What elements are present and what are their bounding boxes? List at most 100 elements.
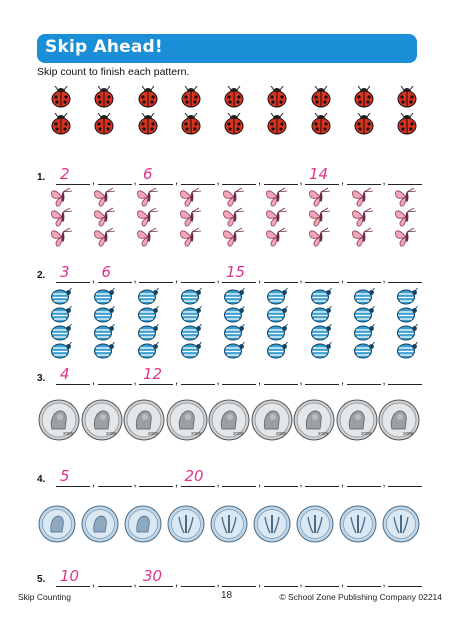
answer-blank[interactable]: ,	[180, 560, 220, 589]
comma: ,	[382, 477, 386, 489]
ladybug-icon	[50, 113, 72, 135]
beetle-column	[310, 288, 332, 359]
answer-blank[interactable]: 2,	[56, 158, 95, 187]
butterfly-column	[179, 187, 203, 247]
answer-blank[interactable]: ,	[346, 358, 386, 387]
butterfly-icon	[179, 227, 203, 247]
answer-blank[interactable]: ,	[346, 560, 386, 589]
answer-text: 3	[60, 263, 70, 281]
answer-blank[interactable]: ,	[180, 158, 220, 187]
comma: ,	[216, 477, 220, 489]
answer-blank[interactable]: ,	[97, 460, 137, 489]
answer-blank[interactable]: 12,	[139, 358, 178, 387]
answer-blank[interactable]: 30,	[139, 560, 178, 589]
answer-blank[interactable]: ,	[346, 256, 386, 285]
answer-blank[interactable]: 14,	[305, 158, 344, 187]
beetle-column	[137, 288, 159, 359]
answer-blank[interactable]	[388, 460, 422, 487]
beetle-column	[266, 288, 289, 359]
answer-blank[interactable]: 6,	[97, 256, 137, 285]
answer-blank[interactable]: 5,	[56, 460, 95, 489]
butterfly-icon	[222, 227, 246, 247]
answer-blank[interactable]: ,	[222, 460, 261, 489]
beetle-icon	[223, 288, 245, 305]
dime-icon	[339, 505, 377, 548]
answer-blank[interactable]: 20,	[180, 460, 220, 489]
beetle-icon	[137, 324, 159, 341]
answer-blank[interactable]: ,	[222, 560, 261, 589]
beetle-icon	[137, 306, 159, 323]
answer-blank[interactable]: ,	[139, 460, 178, 489]
beetle-icon	[266, 324, 289, 341]
answer-blank[interactable]	[388, 560, 422, 587]
comma: ,	[257, 477, 261, 489]
answer-blank[interactable]: ,	[263, 158, 303, 187]
answer-blank[interactable]: ,	[222, 158, 261, 187]
problem-5-blanks: 10,, 30,,,,,,	[56, 560, 430, 589]
answer-blank[interactable]	[388, 158, 422, 185]
problem-2-blanks: 3, 6,,, 15,,,,	[56, 256, 430, 285]
ladybug-column	[93, 86, 115, 135]
beetle-column	[223, 288, 245, 359]
answer-blank[interactable]: ,	[305, 560, 344, 589]
answer-blank[interactable]: 3,	[56, 256, 95, 285]
ladybug-column	[180, 86, 202, 135]
answer-blank[interactable]: 4,	[56, 358, 95, 387]
answer-blank[interactable]: ,	[305, 358, 344, 387]
answer-blank[interactable]: 15,	[222, 256, 261, 285]
answer-text: 10	[60, 567, 80, 585]
svg-text:2009: 2009	[403, 431, 414, 436]
answer-blank[interactable]: ,	[97, 358, 137, 387]
butterfly-icon	[308, 207, 332, 227]
answer-text: 4	[60, 365, 70, 383]
ladybug-icon	[180, 113, 202, 135]
ladybug-icon	[93, 86, 115, 108]
comma: ,	[91, 175, 95, 187]
answer-blank[interactable]: ,	[139, 256, 178, 285]
answer-blank[interactable]: ,	[263, 256, 303, 285]
answer-text: 6	[143, 165, 153, 183]
answer-blank[interactable]: ,	[346, 158, 386, 187]
butterfly-icon	[136, 227, 160, 247]
beetle-icon	[93, 324, 116, 341]
comma: ,	[174, 375, 178, 387]
answer-blank[interactable]: ,	[305, 256, 344, 285]
answer-blank[interactable]: ,	[305, 460, 344, 489]
svg-text:2009: 2009	[191, 431, 202, 436]
answer-blank[interactable]: 6,	[139, 158, 178, 187]
comma: ,	[340, 375, 344, 387]
beetle-column	[93, 288, 116, 359]
answer-text: 14	[309, 165, 329, 183]
answer-blank[interactable]: ,	[180, 256, 220, 285]
beetle-icon	[137, 288, 159, 305]
beetle-column	[353, 288, 375, 359]
svg-text:2009: 2009	[361, 431, 372, 436]
footer-topic: Skip Counting	[18, 592, 71, 602]
answer-blank[interactable]: ,	[97, 560, 137, 589]
svg-text:2009: 2009	[106, 431, 117, 436]
answer-blank[interactable]	[388, 358, 422, 385]
answer-blank[interactable]: 10,	[56, 560, 95, 589]
butterfly-icon	[265, 207, 289, 227]
answer-blank[interactable]	[388, 256, 422, 283]
answer-blank[interactable]: ,	[222, 358, 261, 387]
answer-blank[interactable]: ,	[180, 358, 220, 387]
beetle-icon	[180, 342, 202, 359]
answer-blank[interactable]: ,	[97, 158, 137, 187]
butterfly-icon	[265, 187, 289, 207]
ladybug-column	[223, 86, 245, 135]
ladybug-icon	[223, 113, 245, 135]
beetle-icon	[180, 288, 202, 305]
answer-blank[interactable]: ,	[263, 460, 303, 489]
comma: ,	[133, 477, 137, 489]
answer-blank[interactable]: ,	[263, 358, 303, 387]
nickel-icon: 2009	[251, 399, 293, 446]
dime-icon	[167, 505, 205, 548]
dime-icon	[124, 505, 162, 548]
answer-text: 15	[226, 263, 246, 281]
comma: ,	[174, 477, 178, 489]
ladybug-group	[50, 86, 418, 135]
answer-blank[interactable]: ,	[263, 560, 303, 589]
answer-blank[interactable]: ,	[346, 460, 386, 489]
dime-icon	[382, 505, 420, 548]
